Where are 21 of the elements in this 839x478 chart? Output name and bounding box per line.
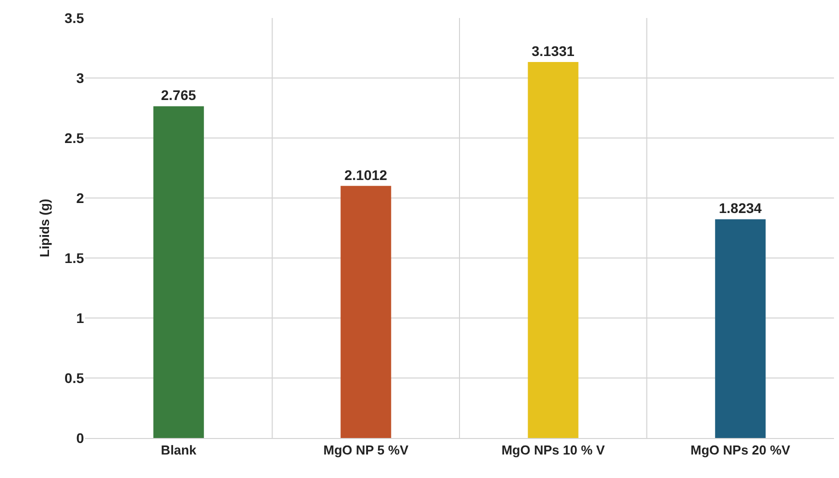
- x-tick-label: MgO NPs 20 %V: [690, 442, 791, 458]
- x-tick-label: MgO NPs 10 % V: [501, 442, 606, 458]
- bar: [153, 106, 204, 438]
- data-label: 2.765: [161, 87, 196, 104]
- y-tick-label: 3: [76, 70, 84, 86]
- y-tick-label: 2.5: [64, 130, 84, 146]
- y-tick-label: 2: [76, 190, 84, 206]
- bar: [715, 219, 766, 438]
- data-label: 3.1331: [532, 43, 575, 60]
- data-label: 1.8234: [718, 200, 762, 216]
- y-tick-label: 1.5: [64, 250, 84, 266]
- y-tick-label: 3.5: [64, 10, 84, 26]
- x-tick-label: MgO NP 5 %V: [323, 442, 409, 458]
- bar: [340, 186, 392, 438]
- y-tick-label: 1: [76, 310, 84, 326]
- y-axis-title: Lipids (g): [37, 198, 52, 258]
- bar: [528, 62, 578, 438]
- y-tick-label: 0.5: [64, 370, 84, 386]
- data-label: 2.1012: [344, 166, 388, 183]
- y-tick-label: 0: [76, 430, 84, 446]
- x-tick-label: Blank: [160, 442, 198, 458]
